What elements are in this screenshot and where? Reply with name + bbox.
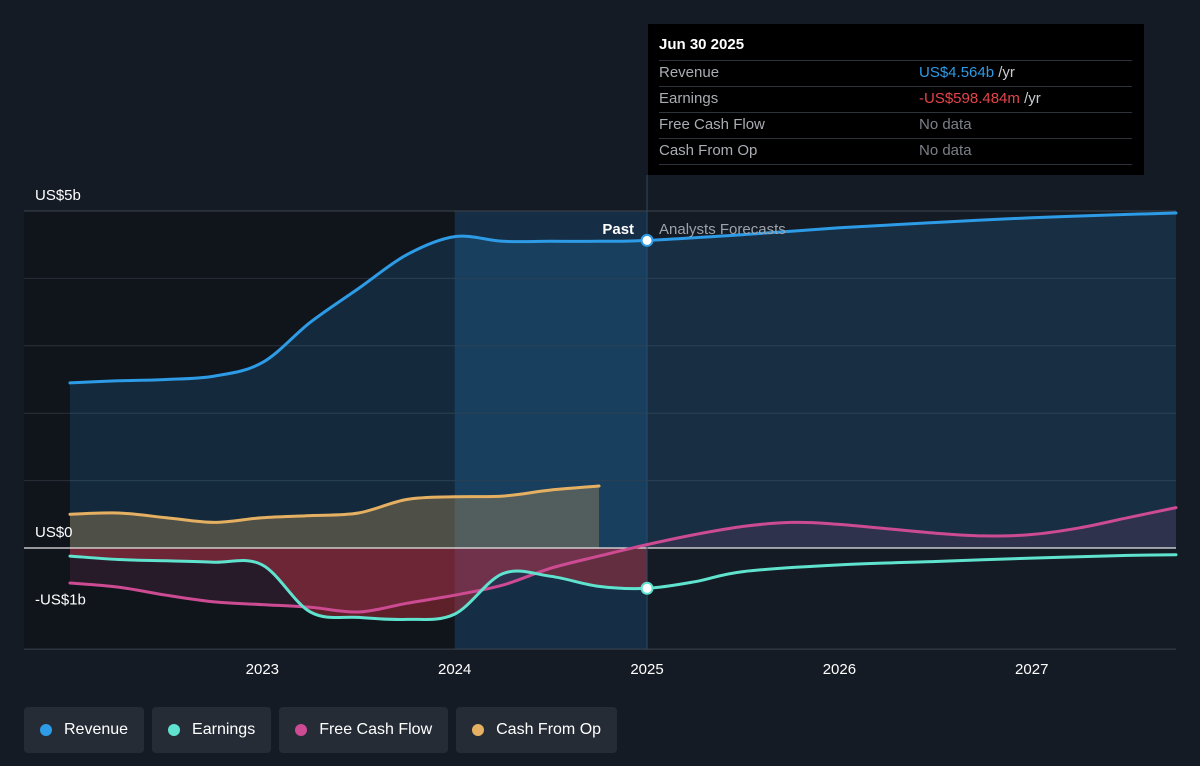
tooltip: Jun 30 2025 Revenue US$4.564b /yr Earnin… xyxy=(648,24,1144,175)
tooltip-row-cash-from-op: Cash From Op No data xyxy=(659,138,1132,165)
tooltip-row-earnings: Earnings -US$598.484m /yr xyxy=(659,86,1132,112)
tooltip-value: US$4.564b /yr xyxy=(919,64,1015,81)
earnings-line xyxy=(68,553,1178,622)
y-tick-label-0: US$0 xyxy=(35,524,73,541)
cash-from-op-dot-icon xyxy=(472,724,485,736)
free-cash-flow-line xyxy=(68,506,1178,614)
tooltip-value: No data xyxy=(919,116,972,133)
revenue-area xyxy=(70,213,1176,548)
tooltip-label: Revenue xyxy=(659,64,720,81)
revenue-dot-icon xyxy=(40,724,52,736)
y-tick-label-5b: US$5b xyxy=(35,187,81,204)
tooltip-row-free-cash-flow: Free Cash Flow No data xyxy=(659,112,1132,138)
earnings-dot-icon xyxy=(168,724,181,736)
legend-label: Earnings xyxy=(192,721,256,738)
revenue-marker xyxy=(640,233,654,247)
legend-label: Revenue xyxy=(64,721,129,738)
legend-item-cash-from-op[interactable]: Cash From Op xyxy=(456,707,618,753)
past-label: Past xyxy=(602,221,634,238)
legend: Revenue Earnings Free Cash Flow Cash Fro… xyxy=(24,707,618,753)
earnings-marker xyxy=(640,581,654,595)
y-tick-label-neg-1b: -US$1b xyxy=(35,591,86,608)
tooltip-label: Earnings xyxy=(659,90,719,107)
legend-label: Cash From Op xyxy=(496,721,602,738)
tooltip-value: No data xyxy=(919,142,972,159)
earnings-area xyxy=(70,548,647,620)
tooltip-label: Free Cash Flow xyxy=(659,116,765,133)
tooltip-date: Jun 30 2025 xyxy=(659,36,745,53)
tooltip-row-revenue: Revenue US$4.564b /yr xyxy=(659,60,1132,86)
x-tick-label: 2024 xyxy=(438,661,471,678)
revenue-line xyxy=(68,211,1178,385)
legend-item-free-cash-flow[interactable]: Free Cash Flow xyxy=(279,707,449,753)
legend-item-earnings[interactable]: Earnings xyxy=(152,707,272,753)
x-tick-label: 2026 xyxy=(823,661,856,678)
free-cash-flow-area xyxy=(70,507,1176,613)
free-cash-flow-dot-icon xyxy=(295,724,308,736)
legend-label: Free Cash Flow xyxy=(319,721,433,738)
tooltip-label: Cash From Op xyxy=(659,142,758,159)
cash-from-op-area xyxy=(70,486,599,548)
x-tick-label: 2023 xyxy=(246,661,279,678)
x-tick-label: 2027 xyxy=(1015,661,1048,678)
forecast-label: Analysts Forecasts xyxy=(659,221,786,238)
cash-from-op-line xyxy=(68,484,601,524)
tooltip-value: -US$598.484m /yr xyxy=(919,90,1041,107)
x-tick-label: 2025 xyxy=(630,661,663,678)
legend-item-revenue[interactable]: Revenue xyxy=(24,707,145,753)
